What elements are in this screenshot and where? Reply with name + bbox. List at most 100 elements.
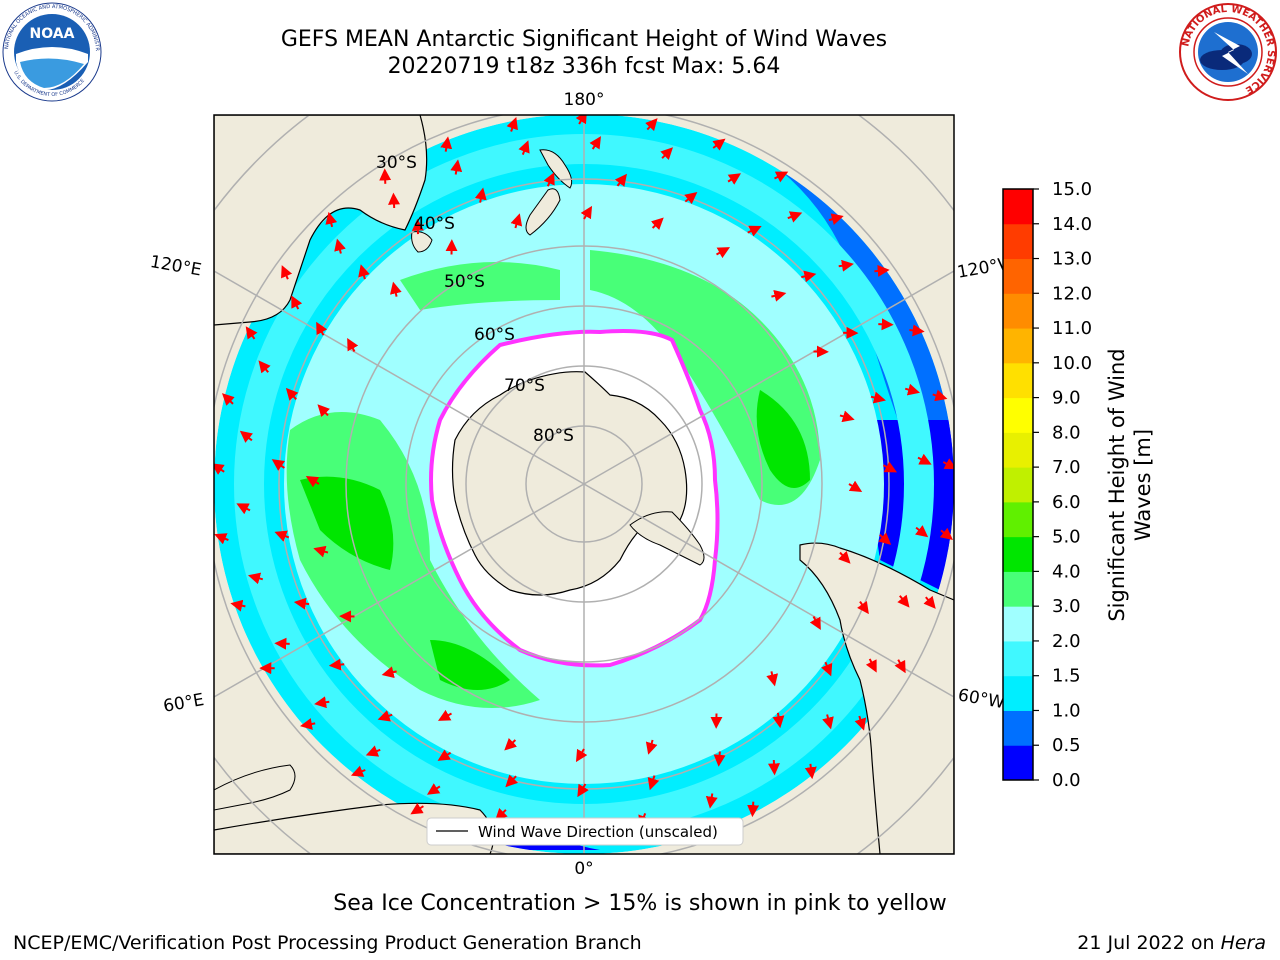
- wave-arrow: [214, 533, 229, 545]
- antarctic-peninsula: [629, 511, 705, 566]
- wave-arrow: [774, 171, 789, 183]
- wave-arrow: [314, 696, 330, 709]
- colorbar-tick-label: 15.0: [1052, 179, 1092, 200]
- wave-arrow: [334, 238, 346, 254]
- wave-arrow: [904, 383, 921, 396]
- colorbar-tick-label: 2.0: [1052, 631, 1081, 652]
- wave-arrow: [577, 783, 589, 798]
- colorbar-segment: [1003, 536, 1033, 572]
- colorbar-tick-label: 0.5: [1052, 735, 1081, 756]
- wave-arrow: [328, 658, 345, 671]
- wave-arrow: [838, 259, 854, 272]
- wind-wave-direction-arrows: [214, 115, 954, 828]
- wave-arrow: [214, 463, 225, 475]
- wave-arrow: [365, 745, 381, 757]
- wave-arrow: [771, 289, 787, 302]
- colorbar-segment: [1003, 397, 1033, 433]
- noaa-logo: NOAA NATIONAL OCEANIC AND ATMOSPHERIC AD…: [2, 2, 102, 102]
- wave-arrow: [379, 168, 392, 184]
- wave-arrow: [274, 637, 290, 650]
- madagascar: [214, 764, 296, 811]
- wave-arrow: [575, 748, 588, 763]
- wave-arrow: [300, 718, 316, 730]
- colorbar-tick-label: 3.0: [1052, 596, 1081, 617]
- wave-arrow: [821, 661, 833, 677]
- lon-label-60e: 60°E: [162, 690, 206, 717]
- wave-arrow: [505, 774, 519, 788]
- colorbar-segment: [1003, 501, 1033, 538]
- lat-label-80s: 80°S: [533, 426, 574, 446]
- wave-arrow: [245, 326, 258, 340]
- colorbar-segment: [1003, 293, 1033, 329]
- wave-arrow: [247, 572, 264, 585]
- legend-label: Wind Wave Direction (unscaled): [478, 823, 718, 841]
- wave-arrow: [747, 225, 762, 237]
- map-frame: [213, 114, 955, 855]
- colorbar-tick-label: 11.0: [1052, 318, 1092, 339]
- wave-arrow: [713, 751, 726, 767]
- colorbar-segment: [1003, 258, 1033, 294]
- wave-arrow: [377, 710, 393, 722]
- wave-arrow: [684, 192, 698, 205]
- chart-title: GEFS MEAN Antarctic Significant Height o…: [280, 27, 888, 52]
- wave-arrow: [787, 211, 803, 223]
- lon-label-60w: 60°W: [956, 685, 1006, 713]
- wave-arrow: [645, 118, 658, 132]
- colorbar-tick-label: 6.0: [1052, 492, 1081, 513]
- colorbar-label-line1: Significant Height of Wind: [1105, 348, 1129, 621]
- colorbar-segment: [1003, 606, 1033, 642]
- colorbar-segment: [1003, 362, 1033, 399]
- wave-arrow: [747, 801, 760, 818]
- wave-arrow: [727, 173, 742, 185]
- wave-arrow: [504, 737, 518, 751]
- colorbar-tick-label: 14.0: [1052, 214, 1092, 235]
- wave-arrow: [839, 410, 855, 423]
- wave-arrow: [317, 404, 331, 418]
- wave-arrow: [660, 147, 673, 161]
- wave-arrow: [293, 597, 310, 610]
- colorbar-tick-label: 5.0: [1052, 527, 1081, 548]
- colorbar-tick-label: 1.5: [1052, 666, 1081, 687]
- colorbar-segment: [1003, 571, 1033, 607]
- wave-arrow: [915, 525, 929, 538]
- colorbar-segment: [1003, 223, 1033, 260]
- wave-arrow: [236, 503, 251, 515]
- wave-arrow: [874, 264, 890, 277]
- lat-label-50s: 50°S: [444, 272, 485, 292]
- wave-arrow: [291, 295, 303, 310]
- wave-arrow: [543, 172, 555, 187]
- wave-arrow: [580, 205, 593, 220]
- wave-arrow: [506, 116, 518, 132]
- wave-arrow: [437, 709, 452, 721]
- noaa-logo-text: NOAA: [30, 26, 75, 42]
- colorbar-frame: [1002, 188, 1034, 781]
- footer-date: 21 Jul 2022 on Hera: [1077, 932, 1266, 954]
- wave-arrow: [347, 337, 359, 352]
- wave-arrow: [589, 136, 601, 150]
- wave-arrow: [647, 775, 660, 791]
- wave-arrow: [878, 532, 892, 545]
- wave-arrow: [854, 715, 867, 731]
- footer-date-text: 21 Jul 2022 on: [1077, 932, 1221, 954]
- wave-arrow: [313, 545, 329, 558]
- wave-arrow: [440, 136, 453, 152]
- antarctica-landmass: [451, 371, 688, 596]
- wave-arrow: [882, 461, 898, 473]
- wave-arrow: [271, 459, 286, 471]
- wave-arrow: [388, 192, 401, 209]
- wave-arrow: [923, 595, 936, 609]
- colorbar-tick-label: 8.0: [1052, 422, 1081, 443]
- wave-arrow: [510, 213, 523, 229]
- wave-arrow: [766, 671, 779, 687]
- wave-arrow: [239, 430, 253, 443]
- wave-arrow: [325, 211, 338, 228]
- wave-arrow: [939, 527, 953, 541]
- wave-arrow: [221, 393, 235, 406]
- wave-arrow: [316, 321, 328, 336]
- lat-label-30s: 30°S: [376, 153, 417, 173]
- wave-arrow: [426, 783, 441, 795]
- wave-arrow: [772, 712, 785, 729]
- wave-arrow: [518, 140, 530, 155]
- colorbar-tick-label: 13.0: [1052, 249, 1092, 270]
